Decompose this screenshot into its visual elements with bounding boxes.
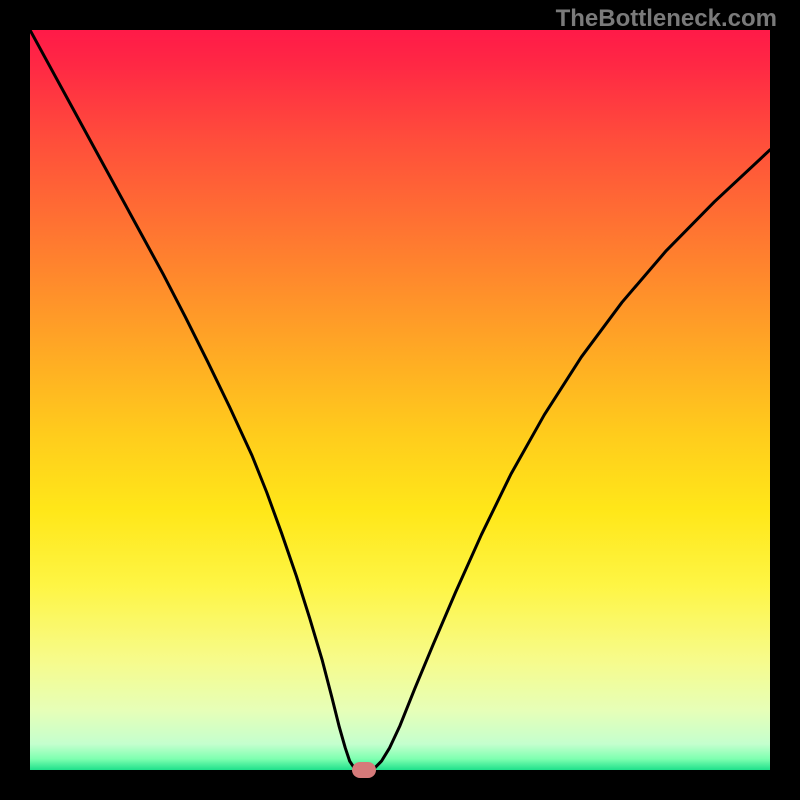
plot-area bbox=[30, 30, 770, 770]
watermark-label: TheBottleneck.com bbox=[556, 5, 777, 32]
watermark-text: TheBottleneck.com bbox=[556, 5, 777, 33]
chart-container: TheBottleneck.com bbox=[0, 0, 800, 800]
curve-line bbox=[30, 30, 770, 770]
minimum-marker bbox=[352, 762, 376, 778]
